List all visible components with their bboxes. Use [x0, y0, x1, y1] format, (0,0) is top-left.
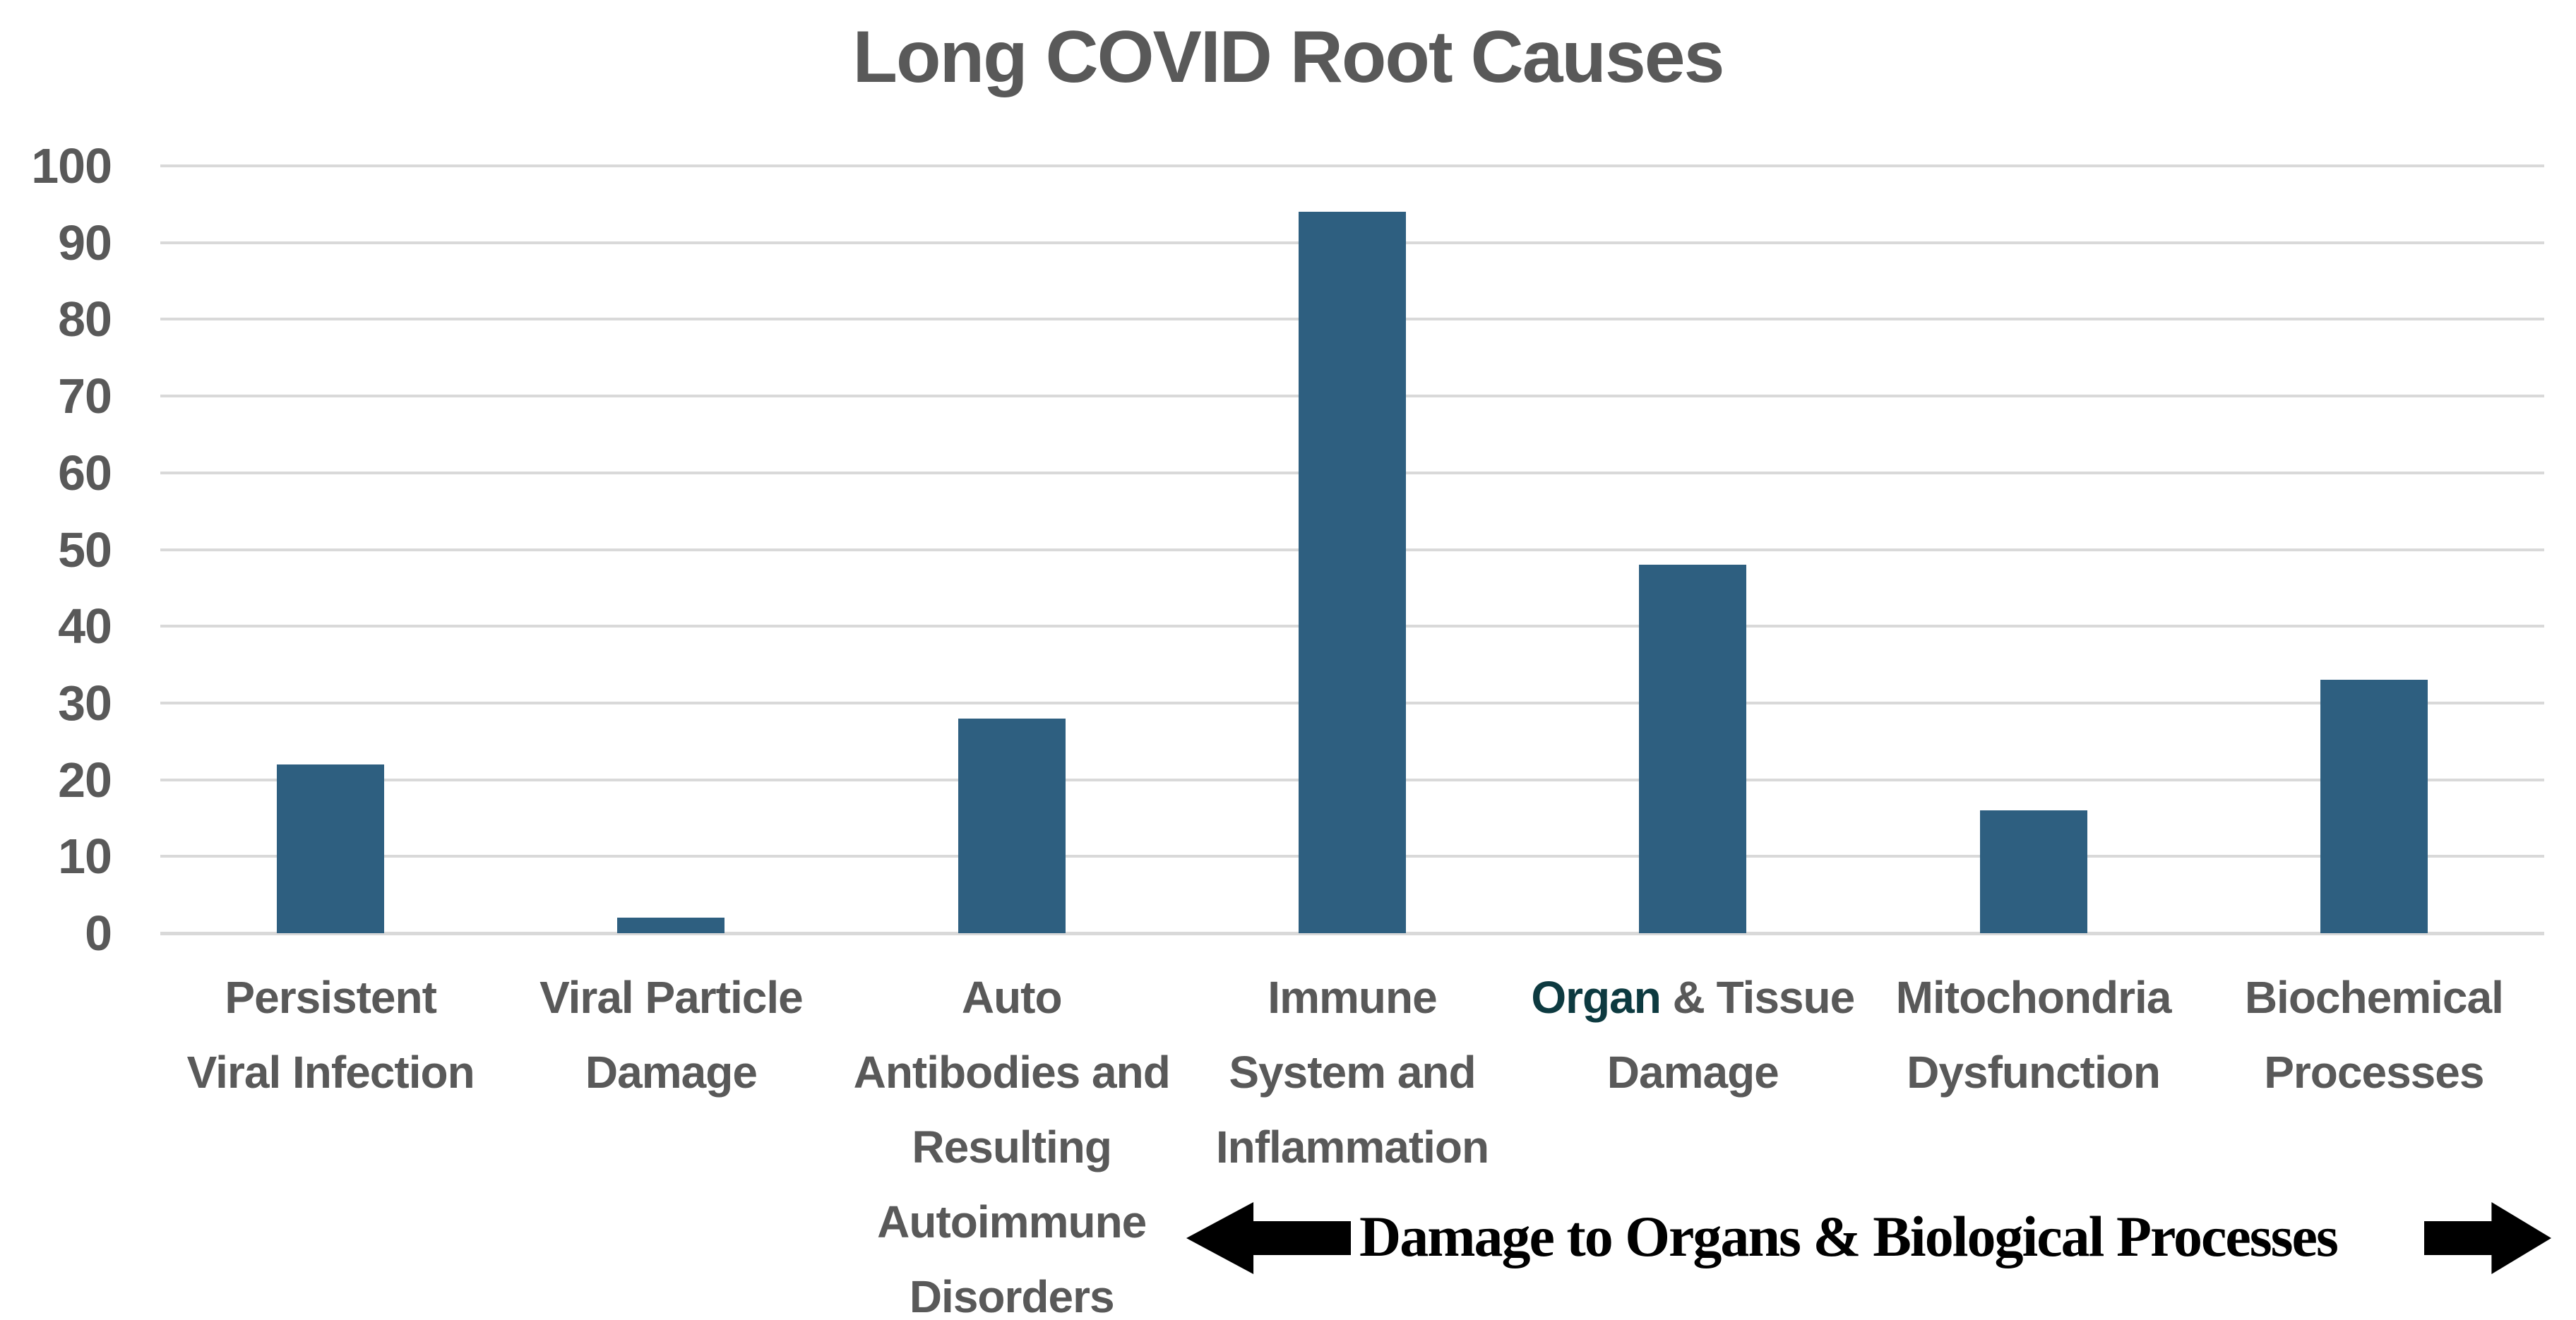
x-axis-label-line: Organ & Tissue [1531, 972, 1855, 1023]
chart-title: Long COVID Root Causes [852, 16, 1725, 98]
x-axis-label-Auto Antibodies and Resulting Autoimmune Disorders: Auto Antibodies and Resulting Autoimmune Dis… [842, 960, 1182, 1320]
x-axis-label-Biochemical Processes: Biochemical Processes [2204, 960, 2544, 1320]
x-axis-label-line: Persistent [225, 972, 436, 1023]
x-axis-label-Viral Particle Damage: Viral Particle Damage [501, 960, 841, 1320]
plot-area [160, 164, 2544, 935]
y-tick-label-50: 50 [58, 522, 112, 577]
y-tick-label-80: 80 [58, 292, 112, 347]
bar-Persistent Viral Infection [277, 764, 385, 933]
x-axis-label-line: Damage [1606, 1047, 1779, 1098]
x-axis-label-line: System and [1229, 1047, 1476, 1098]
bar-Auto Antibodies and Resulting Autoimmune Disorders [958, 718, 1066, 933]
y-tick-label-90: 90 [58, 215, 112, 270]
gridline-0 [160, 932, 2544, 935]
y-tick-label-40: 40 [58, 599, 112, 654]
x-axis-label-line: Mitochondria [1895, 972, 2172, 1023]
x-axis-label-line: Processes [2264, 1047, 2484, 1098]
x-axis-label-line: Autoimmune [877, 1196, 1147, 1247]
bar-Biochemical Processes [2320, 680, 2428, 933]
x-axis-label-line: Viral Particle [539, 972, 804, 1023]
x-axis-label-Persistent Viral Infection: Persistent Viral Infection [160, 960, 501, 1320]
y-tick-label-10: 10 [58, 829, 112, 884]
bar-Viral Particle Damage [617, 918, 725, 933]
x-axis-label-line: Auto [961, 972, 1063, 1023]
x-axis-label-line: Biochemical [2244, 972, 2504, 1023]
bar-Immune System and Inflammation [1299, 212, 1406, 933]
y-tick-label-20: 20 [58, 752, 112, 808]
y-tick-label-0: 0 [85, 906, 112, 961]
x-axis-label-Immune System and Inflammation: Immune System and Inflammation [1182, 960, 1522, 1320]
gridline-100 [160, 164, 2544, 167]
x-axis-label-line: Immune [1268, 972, 1437, 1023]
y-tick-label-100: 100 [31, 138, 112, 193]
x-axis-label-line: Viral Infection [186, 1047, 475, 1098]
y-tick-label-30: 30 [58, 675, 112, 731]
x-axis-label-line: Damage [585, 1047, 758, 1098]
x-axis: Persistent Viral Infection Viral Particle D… [160, 960, 2544, 1320]
bar-Organ & Tissue Damage [1639, 565, 1747, 933]
x-axis-label-line: Inflammation [1215, 1122, 1489, 1172]
x-axis-label-line: Disorders [909, 1271, 1115, 1320]
x-axis-label-line: Dysfunction [1907, 1047, 2161, 1098]
y-tick-label-60: 60 [58, 445, 112, 500]
y-tick-label-70: 70 [58, 368, 112, 424]
x-axis-label-line: Resulting [912, 1122, 1112, 1172]
x-axis-label-line: Antibodies and [853, 1047, 1171, 1098]
highlighted-word: Organ [1531, 972, 1661, 1023]
bar-Mitochondria Dysfunction [1979, 810, 2087, 933]
x-axis-label-Organ & Tissue Damage: Organ & Tissue Damage [1522, 960, 1863, 1320]
y-axis: 0 10 20 30 40 50 60 70 80 90 100 [0, 138, 112, 961]
x-axis-label-Mitochondria Dysfunction: Mitochondria Dysfunction [1863, 960, 2203, 1320]
